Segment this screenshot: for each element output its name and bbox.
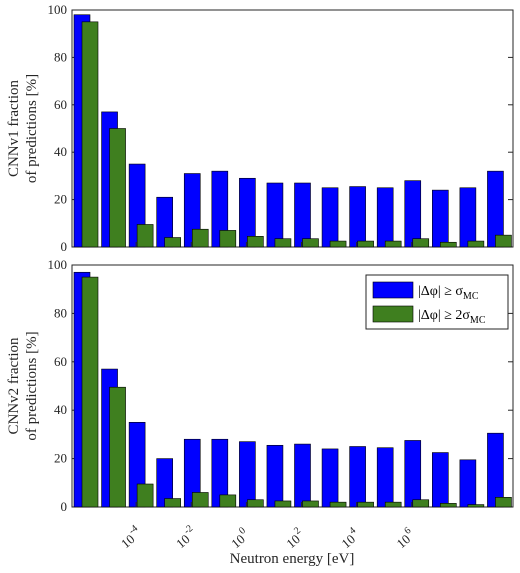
x-tick-exponent: 0 (237, 525, 248, 537)
bar-series2 (467, 504, 485, 508)
bar-series1 (404, 440, 422, 508)
y-tick-label: 20 (54, 192, 67, 207)
bar-series2 (384, 501, 402, 508)
legend-swatch (372, 281, 414, 299)
bar-series2 (164, 498, 181, 508)
bar-series2 (302, 500, 319, 508)
bar-series2 (136, 224, 154, 248)
bar-series1 (349, 186, 366, 248)
bar-series1 (266, 444, 284, 508)
bar-series2 (191, 228, 209, 248)
y-tick-label: 80 (54, 49, 67, 64)
bar-series2 (109, 128, 126, 248)
bar-series1 (432, 189, 449, 248)
y-tick-label: 0 (61, 499, 68, 514)
bar-series2 (219, 230, 237, 248)
x-tick-label: 102 (283, 525, 303, 551)
legend-label: |Δφ| ≥ σMC (418, 284, 479, 302)
bar-series2 (412, 499, 430, 508)
bar-series1 (321, 448, 339, 508)
x-axis-label: Neutron energy [eV] (230, 551, 355, 567)
x-tick-label: 100 (228, 525, 248, 551)
bar-series2 (81, 21, 99, 248)
legend-label: |Δφ| ≥ 2σMC (418, 308, 486, 326)
bar-series2 (412, 238, 430, 248)
bar-series2 (357, 501, 374, 508)
bar-series1 (432, 452, 449, 508)
bar-series1 (266, 182, 284, 248)
x-tick-label: 106 (394, 525, 414, 551)
bar-series2 (191, 492, 209, 508)
plot-frame (71, 9, 514, 248)
bar-series2 (274, 500, 292, 508)
y-tick-label: 40 (54, 144, 67, 159)
x-tick-label: 10-4 (118, 523, 140, 551)
y-tick-label: 60 (54, 354, 67, 369)
bar-series2 (440, 503, 457, 508)
bar-series2 (440, 241, 457, 248)
bar-series2 (219, 494, 237, 508)
bar-series1 (404, 180, 422, 248)
bar-series2 (136, 483, 154, 508)
bar-series1 (294, 182, 311, 248)
plot-frame (71, 264, 514, 508)
y-tick-label: 40 (54, 402, 67, 417)
bar-series2 (247, 499, 264, 508)
bar-series2 (109, 386, 126, 508)
y-axis-label-line2: of predictions [%] (24, 331, 40, 440)
y-tick-label: 100 (48, 257, 68, 272)
bar-series2 (329, 501, 347, 508)
x-tick-label: 10-2 (173, 523, 195, 551)
y-axis-label-line2: of predictions [%] (24, 74, 40, 183)
y-tick-label: 80 (54, 305, 67, 320)
y-tick-label: 100 (48, 2, 68, 17)
bar-series2 (495, 497, 512, 508)
bar-series1 (239, 441, 256, 508)
legend-swatch (372, 305, 414, 323)
y-tick-label: 20 (54, 451, 67, 466)
x-tick-exponent: 2 (292, 525, 303, 537)
x-tick-exponent: 6 (402, 525, 413, 537)
bar-series2 (329, 240, 347, 248)
bar-series2 (302, 238, 319, 248)
bar-series1 (459, 459, 477, 508)
bar-series1 (321, 187, 339, 248)
y-axis-label-line1: CNNv1 fraction (6, 79, 22, 177)
bar-series2 (384, 240, 402, 248)
bar-series2 (274, 238, 292, 248)
bar-series1 (376, 447, 394, 508)
bar-series1 (294, 443, 311, 508)
bar-series1 (459, 187, 477, 248)
y-tick-label: 0 (61, 239, 68, 254)
bar-series2 (164, 237, 181, 248)
y-axis-label-line1: CNNv2 fraction (6, 337, 22, 435)
bar-series1 (376, 187, 394, 248)
top-panel: 0 20 40 60 80 100 CNNv1 fraction of predictions… (6, 2, 514, 254)
bar-series1 (349, 446, 366, 508)
bar-series2 (81, 276, 99, 508)
bar-series2 (357, 240, 374, 248)
bar-series1 (487, 432, 504, 508)
bar-series2 (495, 234, 512, 248)
x-tick-exponent: 4 (347, 525, 358, 537)
bar-series2 (247, 236, 264, 248)
bar-series2 (467, 240, 485, 248)
x-tick-label: 104 (338, 525, 358, 551)
y-tick-label: 60 (54, 97, 67, 112)
